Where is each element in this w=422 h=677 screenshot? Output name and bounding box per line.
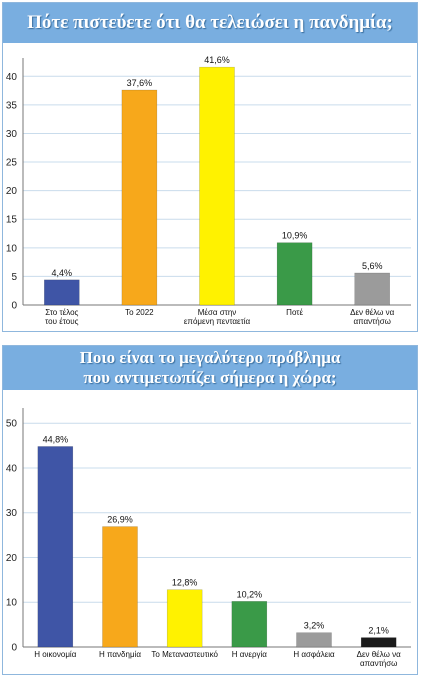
bar-value-label: 10,9%	[282, 231, 308, 241]
x-category-label: Το Μεταναστευτικό	[151, 650, 218, 659]
bar-value-label: 10,2%	[237, 589, 263, 599]
bar	[199, 66, 235, 306]
y-tick-label: 50	[6, 419, 18, 430]
y-tick-label: 10	[6, 598, 18, 609]
x-category-label: επόμενη πενταετία	[184, 317, 251, 326]
x-category-label: του έτους	[45, 317, 79, 326]
chart-panel-1: Πότε πιστεύετε ότι θα τελειώσει η πανδημ…	[2, 2, 418, 332]
x-category-label: Η ανεργία	[232, 650, 268, 659]
bar-value-label: 26,9%	[107, 515, 133, 525]
bar	[296, 632, 332, 648]
y-tick-label: 15	[6, 215, 18, 226]
x-category-label: Η οικονομία	[34, 650, 76, 659]
bar	[276, 242, 313, 306]
bar	[121, 89, 158, 306]
chart-title-1-text: Πότε πιστεύετε ότι θα τελειώσει η πανδημ…	[27, 12, 393, 33]
y-tick-label: 0	[11, 643, 17, 654]
bar	[166, 589, 203, 648]
bar-value-label: 44,8%	[43, 434, 69, 444]
y-tick-label: 40	[6, 463, 18, 474]
y-tick-label: 20	[6, 553, 18, 564]
y-tick-label: 35	[6, 100, 18, 111]
y-tick-label: 30	[6, 129, 18, 140]
y-tick-label: 25	[6, 158, 18, 169]
x-category-label: Μέσα στην	[198, 308, 237, 317]
bar	[37, 446, 74, 648]
x-category-label: Η πανδημία	[99, 650, 141, 659]
bar	[231, 601, 268, 648]
y-tick-label: 20	[6, 186, 18, 197]
y-tick-label: 10	[6, 243, 18, 254]
bar-value-label: 5,6%	[362, 261, 383, 271]
bar-value-label: 41,6%	[204, 55, 230, 65]
bar	[102, 526, 138, 648]
bar-chart-2: 0 10 20 30 40 50 44,8% Η οικονομία 26,9% Η πανδημ…	[6, 408, 411, 668]
bar	[360, 637, 397, 648]
bar	[354, 272, 390, 306]
chart-title-2: Ποιο είναι το μεγαλύτερο πρόβλημα που αν…	[3, 346, 417, 390]
x-category-label: απαντήσω	[360, 659, 397, 668]
x-category-label: Το 2022	[125, 308, 154, 317]
bar-value-label: 2,1%	[368, 626, 389, 636]
x-category-label: Δεν θέλω να	[357, 650, 401, 659]
chart-panel-2: Ποιο είναι το μεγαλύτερο πρόβλημα που αν…	[2, 345, 418, 675]
y-tick-label: 40	[6, 72, 18, 83]
bar-value-label: 3,2%	[304, 621, 325, 631]
chart-title-1: Πότε πιστεύετε ότι θα τελειώσει η πανδημ…	[3, 3, 417, 43]
bar-value-label: 37,6%	[127, 78, 153, 88]
bar	[44, 279, 80, 306]
x-category-label: Ποτέ	[286, 308, 303, 317]
y-tick-label: 5	[11, 272, 17, 283]
bar-value-label: 4,4%	[52, 268, 73, 278]
chart-title-2-line-1: Ποιο είναι το μεγαλύτερο πρόβλημα	[79, 348, 341, 367]
x-category-label: απαντήσω	[353, 317, 390, 326]
x-category-label: Στο τέλος	[45, 308, 78, 317]
y-tick-label: 0	[11, 301, 17, 312]
x-category-label: Δεν θέλω να	[350, 308, 394, 317]
y-tick-label: 30	[6, 508, 18, 519]
chart-title-2-line-2: που αντιμετωπίζει σήμερα η χώρα;	[83, 368, 337, 387]
x-category-label: Η ασφάλεια	[293, 650, 335, 659]
bar-value-label: 12,8%	[172, 578, 198, 588]
